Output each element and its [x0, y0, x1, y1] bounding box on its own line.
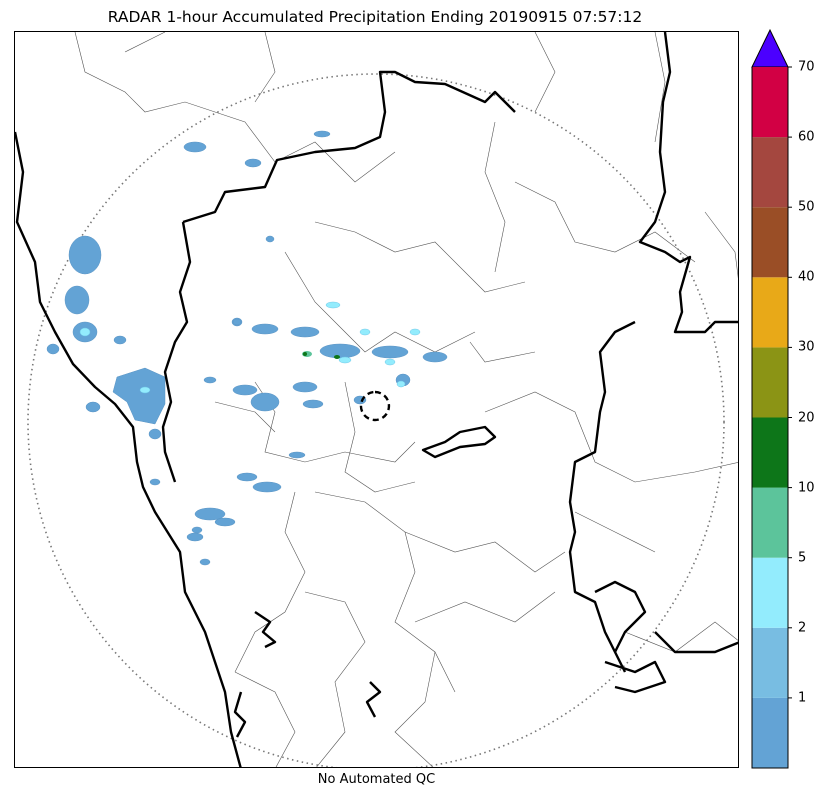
colorbar-tick-label: 2 [798, 620, 807, 636]
colorbar-tick-label: 50 [798, 199, 815, 215]
colorbar-tick-label: 1 [798, 690, 807, 706]
colorbar-bin-1 [752, 697, 788, 768]
chart-title: RADAR 1-hour Accumulated Precipitation E… [107, 8, 643, 26]
precipitation-field [46, 130, 448, 566]
colorbar-bin-8 [752, 207, 788, 278]
colorbar-tick-label: 10 [798, 480, 815, 496]
radar-map[interactable] [14, 31, 739, 768]
colorbar-bin-6 [752, 347, 788, 418]
colorbar-bin-10 [752, 67, 788, 138]
range-ring [27, 73, 725, 767]
colorbar-bin-4 [752, 487, 788, 558]
map-canvas [15, 32, 738, 767]
colorbar-tick-label: 20 [798, 410, 815, 425]
precipitation-heavier [79, 301, 421, 394]
colorbar-bin-5 [752, 417, 788, 488]
colorbar-bin-9 [752, 137, 788, 208]
colorbar-extend-triangle [751, 28, 789, 68]
colorbar-bin-7 [752, 277, 788, 348]
qc-note: No Automated QC [317, 772, 436, 787]
colorbar-bin-3 [752, 557, 788, 628]
precipitation-intense [302, 351, 340, 359]
colorbar-bin-2 [752, 627, 788, 698]
colorbar-tick-label: 5 [798, 550, 807, 566]
colorbar-tick-label: 30 [798, 339, 815, 355]
precip-colorbar [751, 28, 792, 769]
district-borders [74, 32, 738, 767]
colorbar-tick-label: 60 [798, 129, 815, 145]
colorbar-tick-label: 70 [798, 59, 815, 75]
state-borders [15, 32, 738, 767]
colorbar-tick-label: 40 [798, 269, 815, 285]
